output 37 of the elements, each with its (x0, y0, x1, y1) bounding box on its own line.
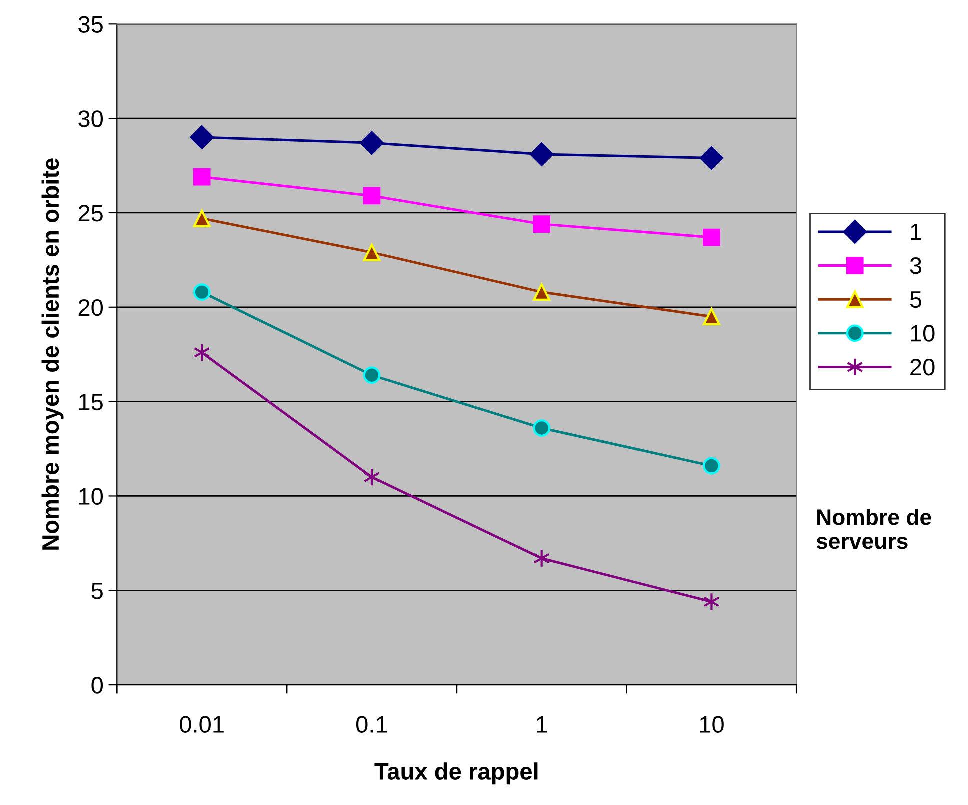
legend-title: Nombre de serveurs (816, 508, 932, 550)
point (533, 284, 551, 301)
x-tick-label: 10 (700, 716, 724, 733)
point (363, 187, 381, 205)
point (703, 592, 720, 612)
point (190, 126, 214, 150)
point (703, 457, 720, 475)
y-tick-label: 25 (78, 205, 103, 222)
point (193, 168, 211, 186)
point (193, 210, 211, 228)
y-tick-label: 35 (78, 16, 103, 33)
point (533, 216, 551, 233)
legend-label: 10 (911, 325, 935, 342)
y-tick-label: 20 (78, 299, 104, 316)
point (363, 244, 381, 262)
x-axis-title: Taux de rappel (374, 762, 538, 785)
x-tick-label: 0.01 (180, 716, 224, 733)
point (193, 284, 211, 301)
legend-label: 5 (910, 292, 922, 308)
legend-label: 3 (910, 258, 922, 274)
point (533, 420, 551, 437)
point (703, 308, 720, 326)
x-tick-label: 0.1 (356, 716, 388, 733)
point (360, 131, 384, 155)
y-tick-label: 10 (79, 488, 104, 506)
point (530, 142, 554, 166)
legend-label: 20 (910, 358, 935, 376)
point (703, 228, 720, 246)
y-tick-label: 30 (78, 110, 104, 128)
x-tick-label: 1 (537, 716, 548, 733)
y-tick-label: 5 (92, 582, 103, 600)
point (700, 146, 724, 170)
y-axis-title: Nombre moyen de clients en orbite (42, 158, 64, 550)
point (363, 366, 381, 384)
y-tick-label: 0 (92, 677, 104, 694)
y-tick-label: 15 (79, 394, 103, 411)
legend-label: 1 (911, 224, 922, 240)
